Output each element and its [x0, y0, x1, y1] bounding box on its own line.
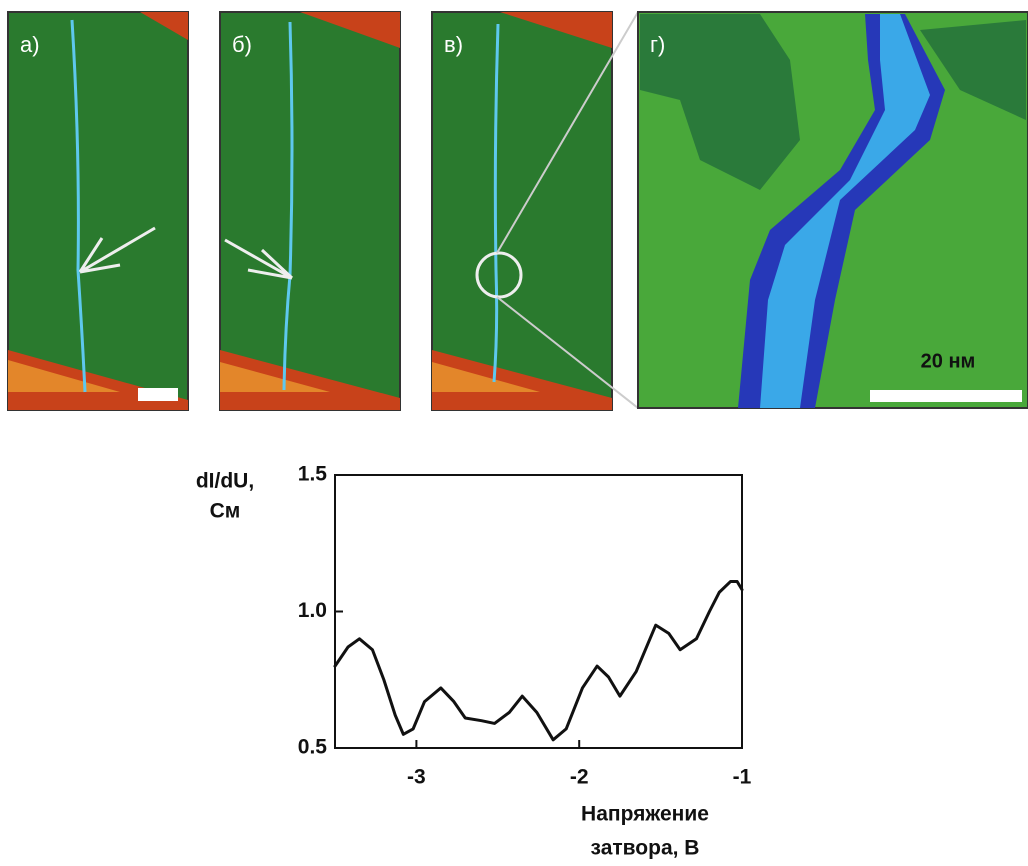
y-tick-label: 0.5	[298, 736, 328, 759]
data-line	[333, 579, 744, 742]
x-tick-label: -2	[570, 766, 589, 789]
x-axis-label: Напряжение	[581, 803, 709, 826]
x-axis-label: затвора, В	[591, 837, 700, 860]
plot-frame	[334, 474, 743, 749]
panel-label: г)	[650, 32, 665, 57]
y-tick-label: 1.0	[298, 599, 327, 622]
panel-b: б)	[219, 11, 401, 411]
y-axis-label: См	[210, 500, 241, 523]
y-tick-label: 1.5	[298, 463, 328, 486]
zoom-lines	[496, 11, 639, 409]
panel-label: а)	[20, 32, 40, 57]
scale-label: 20 нм	[921, 350, 976, 372]
panel-c: в)	[431, 11, 613, 411]
y-axis-label: dI/dU,	[196, 470, 254, 493]
chart: 0.5 1.0 1.5 -3 -2 -1 dI/dU, См Напряжение затвора…	[196, 463, 752, 860]
panel-a: а)	[7, 11, 189, 411]
panel-d: 20 нм г)	[637, 11, 1028, 409]
panel-label: в)	[444, 32, 463, 57]
x-tick-label: -3	[407, 766, 426, 789]
panel-label: б)	[232, 32, 252, 57]
x-tick-label: -1	[733, 766, 752, 789]
